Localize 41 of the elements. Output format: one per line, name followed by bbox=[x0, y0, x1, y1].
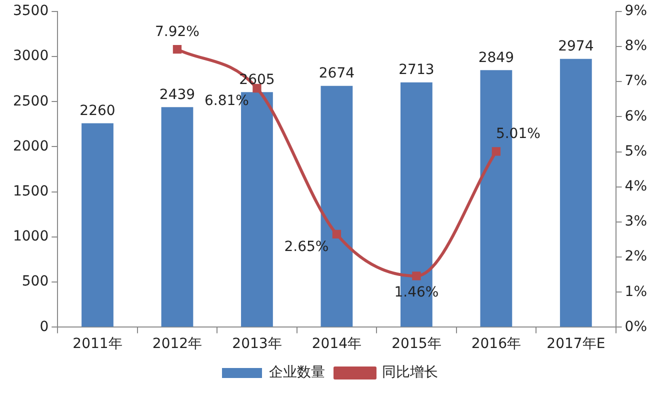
y-tick-label: 1000 bbox=[12, 228, 49, 245]
x-tick-label: 2012年 bbox=[152, 336, 202, 352]
y-tick-label: 2000 bbox=[12, 138, 49, 154]
bar bbox=[161, 107, 194, 327]
y2-tick-label: 7% bbox=[624, 73, 648, 90]
y-tick-label: 2500 bbox=[12, 93, 49, 110]
x-tick-label: 2016年 bbox=[471, 336, 522, 352]
data-label: 2974 bbox=[558, 38, 594, 54]
x-tick-label: 2015年 bbox=[392, 336, 442, 352]
point bbox=[172, 44, 182, 54]
y-tick-label: 3500 bbox=[12, 3, 49, 20]
legend-label: 同比增长 bbox=[382, 364, 438, 381]
x-tick-label: 2011年 bbox=[72, 336, 122, 352]
data-label: 2260 bbox=[80, 102, 116, 119]
bar bbox=[560, 58, 592, 327]
x-tick-label: 2013年 bbox=[232, 336, 282, 352]
legend-label: 企业数量 bbox=[269, 364, 325, 381]
y2-tick-label: 8% bbox=[624, 38, 648, 54]
y-tick-label: 500 bbox=[22, 274, 49, 290]
x-tick-label: 2017年E bbox=[546, 336, 606, 352]
y2-tick-label: 1% bbox=[624, 284, 648, 300]
data-label: 2439 bbox=[159, 86, 196, 103]
y2-tick-label: 3% bbox=[624, 214, 648, 230]
data-label: 7.92% bbox=[154, 24, 200, 40]
point bbox=[412, 272, 421, 280]
data-label: 2849 bbox=[478, 50, 514, 66]
y2-tick-label: 0% bbox=[624, 318, 648, 335]
y2-tick-label: 4% bbox=[624, 178, 648, 194]
point bbox=[492, 147, 501, 156]
y2-tick-label: 5% bbox=[624, 143, 648, 160]
y-tick-label: 0 bbox=[40, 318, 49, 335]
y-tick-label: 3000 bbox=[12, 48, 49, 64]
x-tick-label: 2014年 bbox=[312, 336, 362, 352]
y2-tick-label: 9% bbox=[624, 3, 648, 20]
y-tick-label: 1500 bbox=[12, 184, 49, 200]
y2-tick-label: 2% bbox=[624, 248, 648, 265]
data-label: 2674 bbox=[318, 66, 355, 82]
point bbox=[332, 230, 342, 239]
bar bbox=[82, 123, 114, 327]
y2-tick-label: 6% bbox=[624, 108, 648, 124]
data-label: 2713 bbox=[398, 62, 434, 78]
